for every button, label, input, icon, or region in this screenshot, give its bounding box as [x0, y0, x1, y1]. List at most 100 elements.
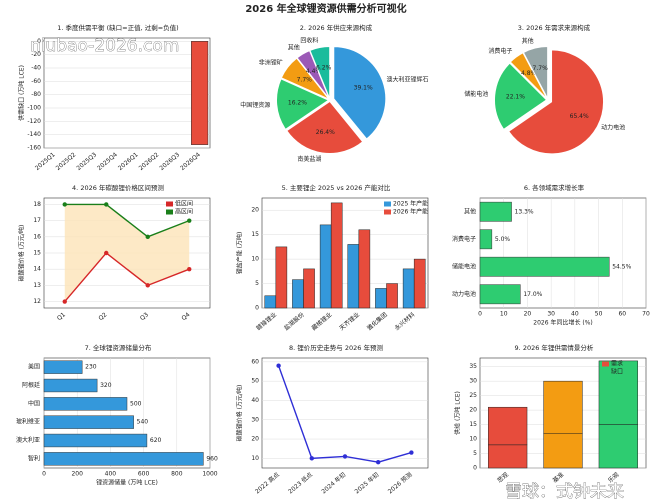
x-tick-label: 永兴材料	[393, 311, 417, 333]
plot-area	[43, 357, 211, 469]
bar	[347, 244, 360, 309]
y-tick-label: 10	[469, 436, 477, 443]
y-tick-label: 40	[251, 397, 259, 404]
x-tick-label: 2026 预测	[386, 471, 414, 496]
y-tick-label: 0	[255, 305, 259, 312]
x-tick-label: 2025 年初	[353, 471, 381, 496]
y-tick-label: -80	[31, 91, 41, 98]
pie-value-label: 4.4%	[306, 68, 322, 75]
panel-title: 9. 2026 年锂供需情景分析	[515, 343, 594, 352]
line	[64, 252, 190, 302]
x-tick-label: 2026Q3	[158, 151, 181, 172]
panel-title: 3. 2026 年需求来源构成	[518, 23, 591, 32]
pie-value-label: 65.4%	[570, 113, 589, 120]
panel-title: 7. 全球锂资源储量分布	[85, 343, 152, 352]
y-axis-label: 碳酸锂价格 (万元/吨)	[18, 225, 26, 282]
y-tick-label: 0	[37, 38, 41, 45]
pie-value-label: 6.2%	[316, 64, 332, 71]
bar	[330, 202, 343, 309]
point	[276, 363, 281, 368]
point	[409, 450, 414, 455]
x-tick-label: 赣锋锂业	[255, 311, 279, 333]
bar	[43, 415, 134, 429]
x-tick-label: 1000	[202, 471, 217, 478]
bar	[488, 444, 528, 469]
y-axis-label: 供给 (万吨 LCE)	[454, 391, 462, 435]
pie-slice	[276, 78, 330, 131]
pie-label: 消费电子	[488, 47, 512, 55]
value-label: 13.3%	[515, 208, 534, 215]
point	[187, 266, 192, 272]
y-tick-label: 阿根廷	[22, 381, 40, 389]
pie-label: 非洲锂矿	[259, 59, 283, 67]
y-tick-label: 消费电子	[452, 235, 476, 243]
y-tick-label: 其他	[464, 207, 476, 215]
pie-value-label: 7.7%	[533, 65, 549, 72]
x-tick-label: 2026Q1	[117, 151, 140, 172]
y-tick-label: 25	[469, 392, 477, 399]
line	[64, 203, 190, 238]
y-tick-label: 13	[33, 282, 41, 289]
point	[342, 454, 348, 459]
y-tick-label: 30	[469, 378, 477, 385]
bar	[303, 268, 315, 309]
x-tick-label: 800	[171, 471, 183, 478]
panel-title: 2. 2026 年供应来源构成	[300, 23, 373, 32]
point	[145, 283, 150, 288]
y-tick-label: -100	[27, 105, 41, 112]
x-tick-label: 20	[524, 311, 532, 318]
pie-label: 南美盐湖	[297, 155, 321, 163]
point	[104, 202, 109, 207]
y-tick-label: 智利	[28, 454, 40, 462]
y-tick-label: 10	[251, 455, 259, 462]
plot-area	[261, 357, 429, 469]
pie-slice	[286, 100, 364, 154]
legend-swatch	[384, 209, 391, 215]
pie-slice	[296, 49, 330, 100]
x-tick-label: 2022 高点	[253, 471, 281, 496]
legend-label: 低区间	[175, 200, 193, 208]
legend-swatch	[166, 209, 173, 215]
pie-slice	[522, 46, 549, 99]
bar	[479, 256, 610, 277]
x-tick-label: 0	[478, 311, 482, 318]
legend-label: 高区间	[175, 208, 193, 216]
y-tick-label: 60	[251, 358, 259, 365]
pie-value-label: 39.1%	[354, 85, 373, 92]
x-tick-label: 0	[42, 471, 46, 478]
bar	[191, 41, 209, 145]
x-tick-label: 50	[595, 311, 603, 318]
y-tick-label: 动力电池	[452, 290, 476, 298]
bar	[375, 288, 387, 309]
pie-label: 中国锂资源	[240, 101, 270, 109]
legend-swatch	[602, 369, 609, 375]
value-label: 54.5%	[612, 263, 631, 270]
y-tick-label: 玻利维亚	[16, 418, 40, 426]
bar	[543, 380, 583, 434]
y-axis-label: 供需缺口 (万吨 LCE)	[18, 65, 26, 121]
y-tick-label: 50	[251, 378, 259, 385]
x-tick-label: 40	[571, 311, 579, 318]
y-tick-label: 美国	[28, 363, 40, 371]
bar	[598, 424, 638, 469]
panel-title: 4. 2026 年碳酸锂价格区间预测	[72, 183, 164, 192]
x-tick-label: 雅化集团	[365, 311, 389, 333]
y-tick-label: 15	[33, 250, 41, 257]
legend-label: 需求	[611, 360, 623, 368]
value-label: 17.0%	[523, 291, 542, 298]
legend-label: 2025 年产能	[393, 200, 428, 208]
legend-swatch	[384, 201, 391, 207]
x-tick-label: 2026Q4	[179, 151, 202, 172]
y-tick-label: 17	[33, 217, 41, 224]
bar	[413, 258, 426, 309]
value-label: 500	[130, 400, 142, 407]
y-axis-label: 锂盐产能 (万吨)	[236, 232, 244, 275]
bar	[488, 406, 528, 446]
pie-value-label: 22.1%	[506, 94, 525, 101]
value-label: 540	[137, 419, 149, 426]
y-tick-label: -140	[27, 131, 41, 138]
x-tick-label: 2025Q1	[34, 151, 57, 172]
pie-slice	[333, 46, 387, 140]
y-tick-label: 35	[469, 363, 477, 370]
legend-swatch	[602, 361, 609, 367]
